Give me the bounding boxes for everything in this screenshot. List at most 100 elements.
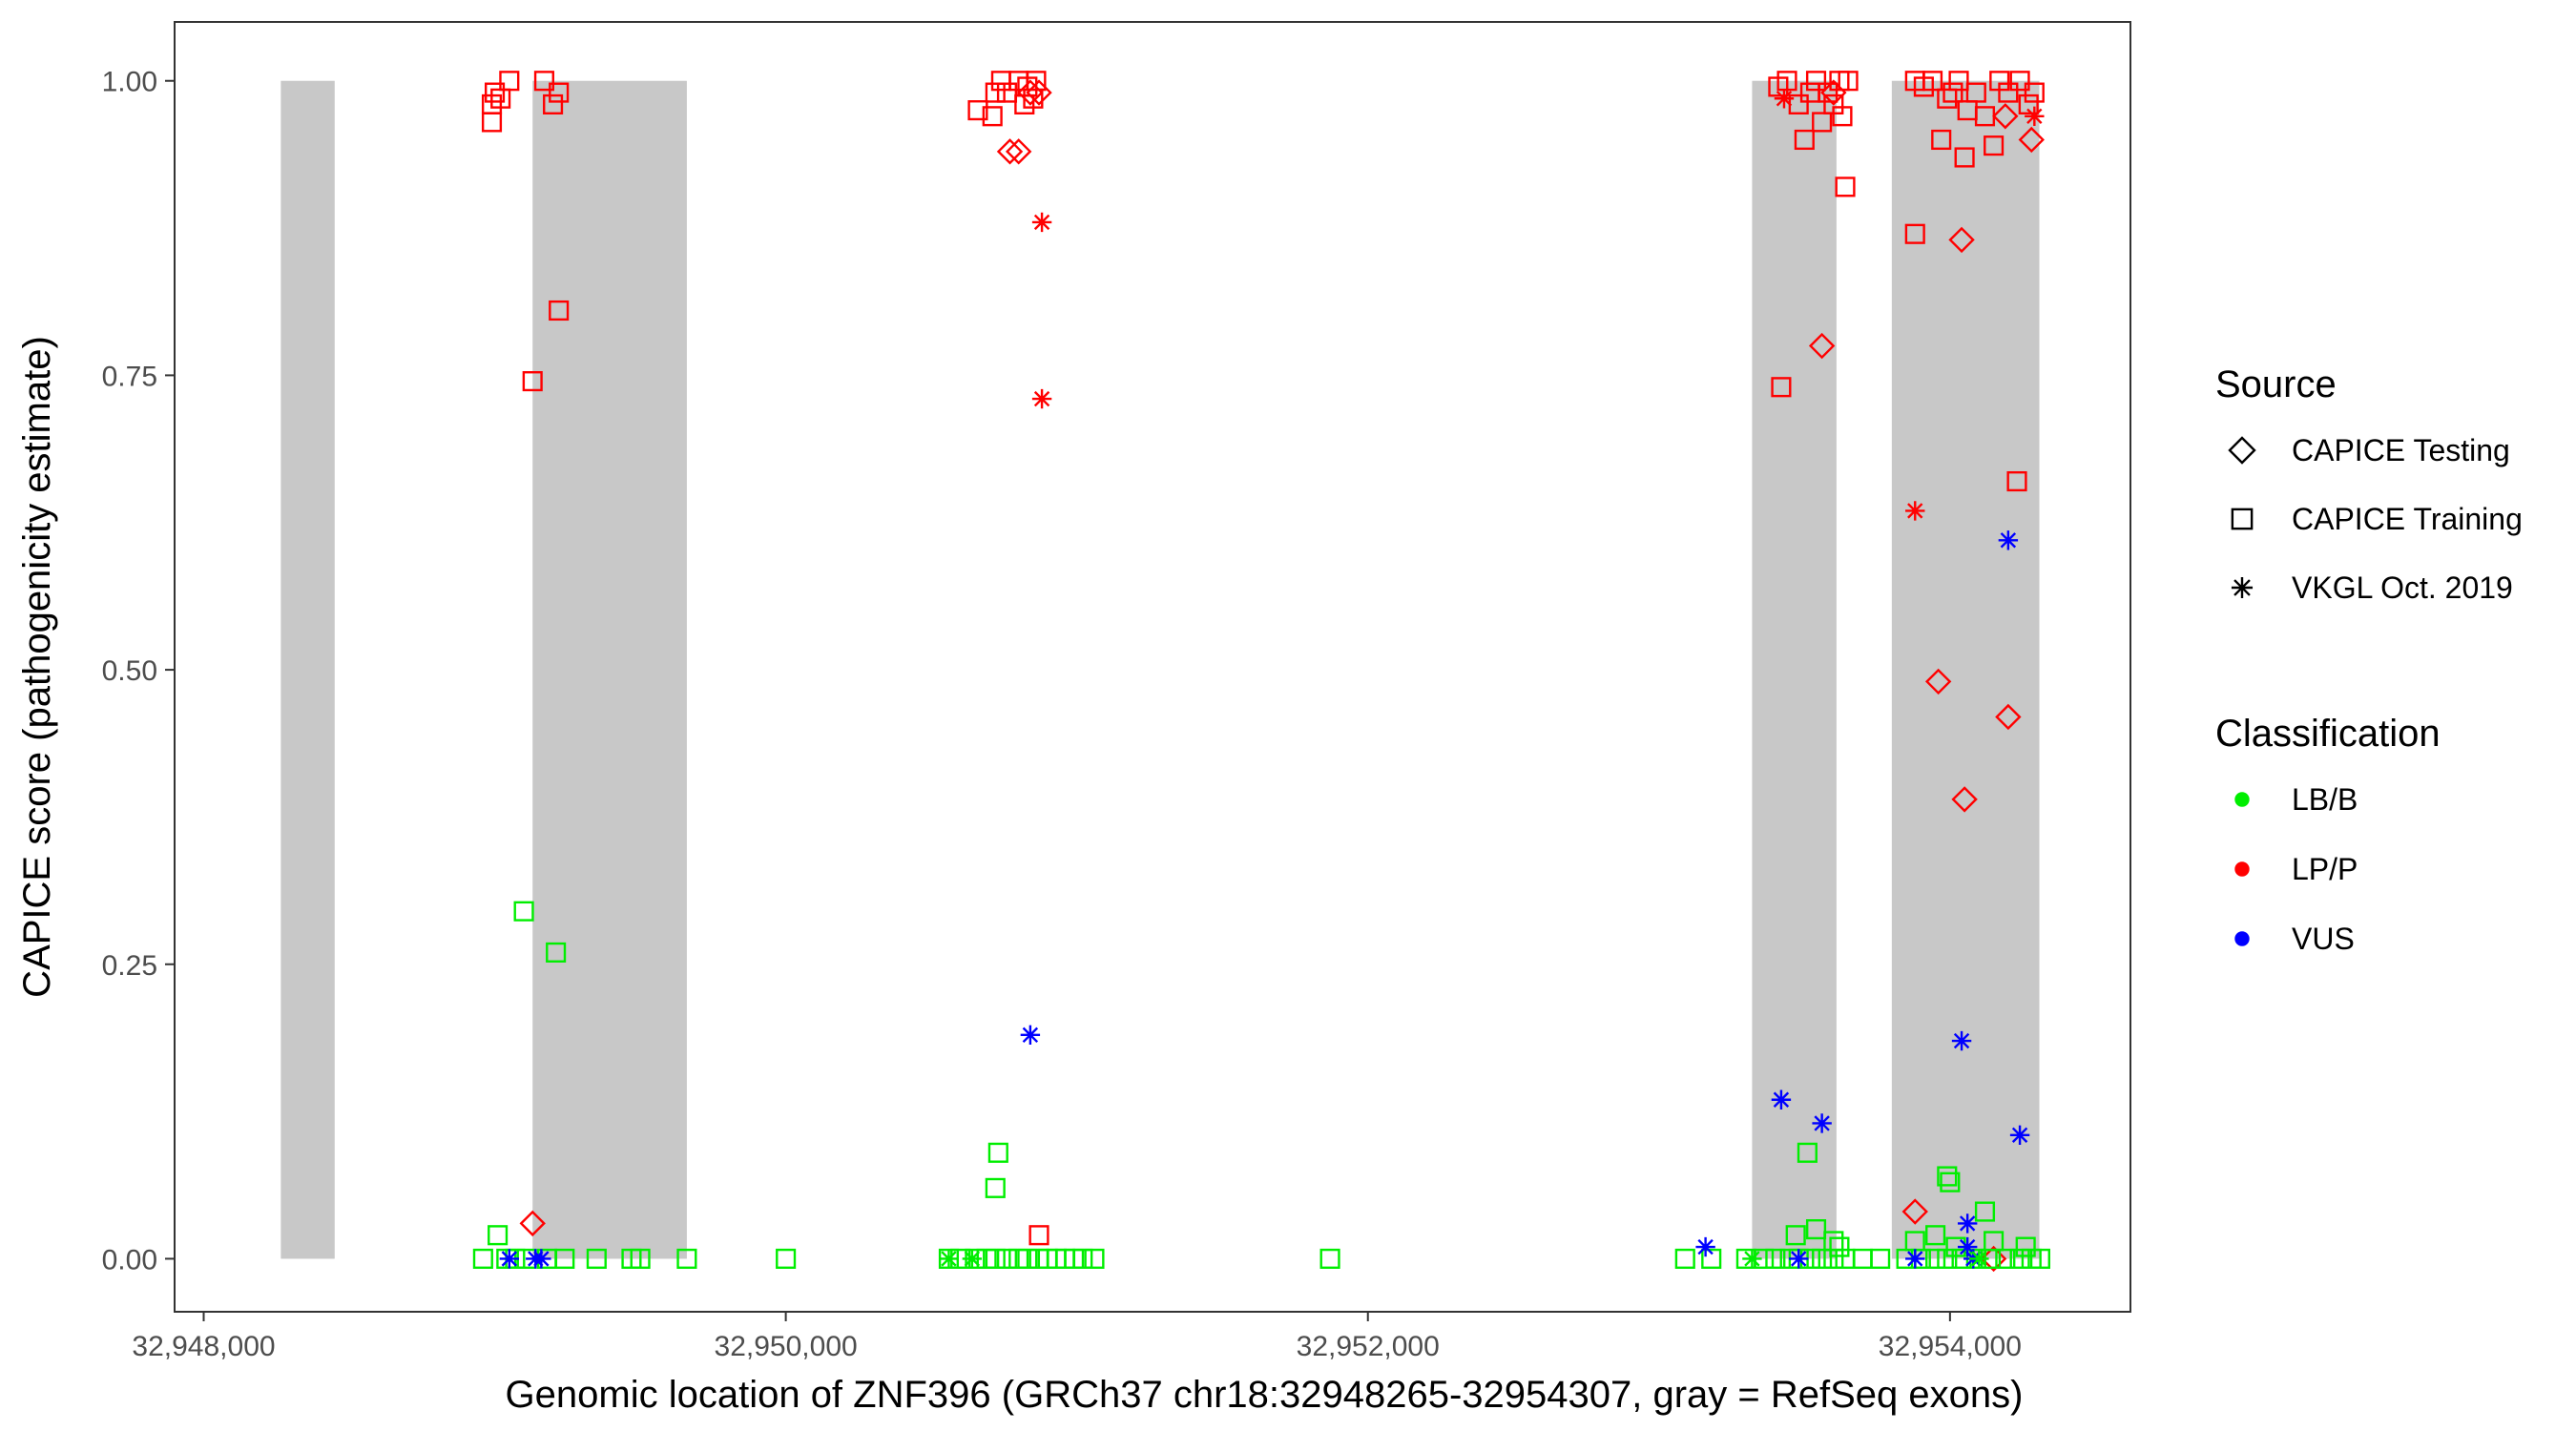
y-tick-label: 0.75 [102,361,157,392]
data-point [1832,106,1853,127]
data-point [939,1249,959,1269]
data-point [1995,1248,2016,1269]
data-point [630,1248,651,1269]
data-point [1701,1248,1722,1269]
data-point [543,93,564,114]
data-point [1931,129,1952,151]
exon-band-3 [1752,80,1837,1259]
legend-source-items: CAPICE Testing CAPICE Training VKGL Oct. 2… [2228,433,2523,605]
data-point [1998,82,2019,103]
legend-source-key-diamond [2228,436,2256,465]
data-point [1031,388,1052,409]
data-point [1948,71,1969,92]
data-point [1776,71,1797,92]
data-point [1674,1248,1695,1269]
legend-class-key [2234,861,2250,877]
data-point [1940,1172,1961,1192]
data-point [531,1249,551,1269]
data-point [1925,1248,1946,1269]
data-point [2015,1236,2036,1257]
data-point [1965,82,1986,103]
data-point [1829,1236,1850,1257]
data-point [554,1248,575,1269]
data-point [472,1248,493,1269]
exon-band-1 [280,80,335,1259]
data-point [1805,1219,1827,1240]
data-point [1785,1225,1806,1246]
data-point [485,82,506,103]
legend-source-key-square [2231,508,2254,530]
data-point [2018,93,2039,114]
data-point [1937,1166,1958,1187]
data-point [1084,1248,1105,1269]
y-axis-label: CAPICE score (pathogenicity estimate) [16,336,58,998]
x-axis-label: Genomic location of ZNF396 (GRCh37 chr18… [506,1374,2024,1416]
legend-source-label: CAPICE Testing [2292,433,2510,467]
y-tick-label: 1.00 [102,67,157,98]
data-point [522,371,543,392]
data-point [967,100,988,121]
data-point [533,71,554,92]
data-point [1974,106,1996,127]
data-point [1905,1249,1925,1269]
data-point [1957,1236,1978,1257]
data-point [549,300,570,321]
y-tick-label: 0.25 [102,950,157,982]
legend-class-label: LB/B [2292,782,2358,817]
data-point [1818,82,1839,103]
data-point [996,82,1018,103]
data-point [987,1142,1008,1163]
legend: Source CAPICE Testing CAPICE Training VKGL… [2215,363,2523,956]
data-point [499,1249,520,1269]
data-point [996,138,1024,165]
data-point [1948,226,1975,254]
legend-source-key-asterisk [2231,576,2254,599]
data-point [1695,1236,1715,1257]
exon-band-2 [532,80,687,1259]
data-point [2009,1125,2030,1145]
data-point [1954,147,1975,168]
data-point [1812,1113,1832,1133]
y-tick-label: 0.00 [102,1244,157,1275]
data-point [513,901,534,922]
data-point [1017,1248,1038,1269]
data-point [985,1177,1006,1198]
data-point [1765,1248,1786,1269]
data-point [1014,93,1035,114]
legend-class-label: VUS [2292,922,2355,956]
data-point [985,82,1006,103]
data-point [1922,71,1943,92]
data-point [1805,71,1827,92]
data-point [985,1248,1006,1269]
data-point [2024,82,2045,103]
data-point [676,1248,697,1269]
data-point [2006,470,2027,492]
data-point [1774,89,1795,109]
legend-classification-title: Classification [2215,713,2441,755]
data-point [1072,1248,1093,1269]
data-point [996,1248,1018,1269]
exon-bands [280,80,2040,1259]
data-point [1925,1225,1946,1246]
legend-class-key [2234,792,2250,807]
data-point [1823,1231,1844,1252]
data-point [1020,1025,1041,1046]
legend-class-label: LP/P [2292,852,2358,886]
legend-source-label: VKGL Oct. 2019 [2292,570,2513,605]
plot-panel-border [174,21,2131,1313]
data-point [1995,703,2022,731]
data-point [1026,71,1047,92]
data-point [1992,103,2019,130]
exon-band-4 [1891,80,2040,1259]
data-point [2029,1248,2050,1269]
axes: 0.00 0.25 0.50 0.75 1.00 32,948,000 32,950,000… [102,67,2022,1362]
data-point [2025,106,2045,126]
data-point [1870,1248,1891,1269]
data-point [1904,223,1925,244]
data-point [1771,1089,1792,1110]
data-point [1812,112,1833,133]
data-point [1797,1142,1818,1163]
data-point [549,82,570,103]
